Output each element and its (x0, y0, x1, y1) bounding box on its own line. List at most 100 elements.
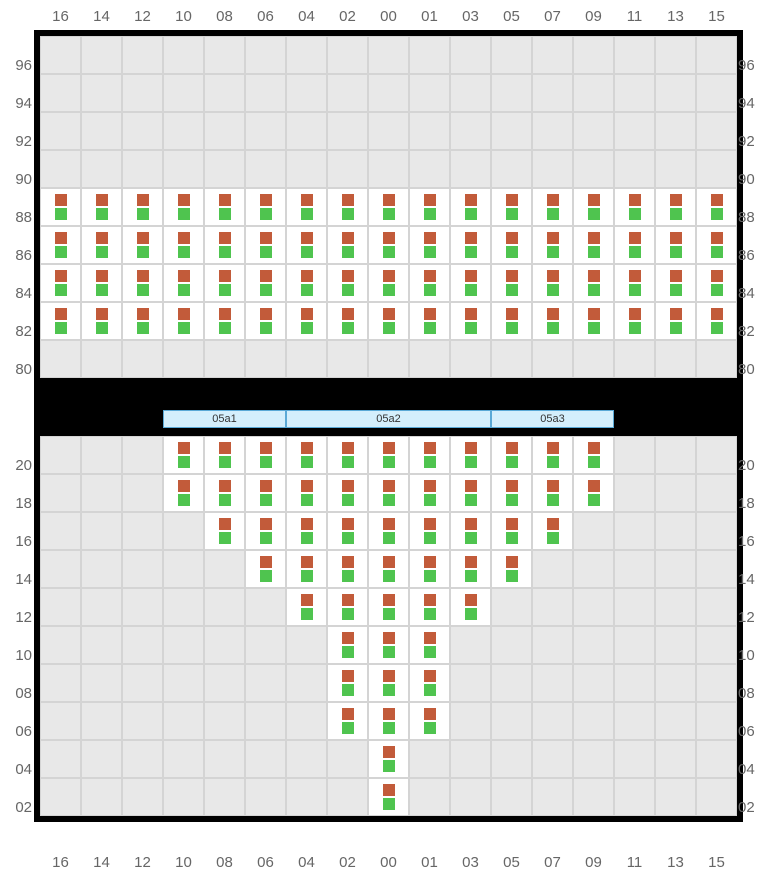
cell-occupied[interactable] (122, 188, 163, 226)
cell-occupied[interactable] (696, 302, 737, 340)
cell-occupied[interactable] (245, 436, 286, 474)
cell-occupied[interactable] (163, 188, 204, 226)
cell-occupied[interactable] (573, 436, 614, 474)
cell-occupied[interactable] (532, 226, 573, 264)
cell-occupied[interactable] (409, 550, 450, 588)
cell-occupied[interactable] (81, 226, 122, 264)
cell-occupied[interactable] (532, 264, 573, 302)
cell-occupied[interactable] (327, 474, 368, 512)
cell-occupied[interactable] (409, 302, 450, 340)
cell-occupied[interactable] (368, 626, 409, 664)
cell-occupied[interactable] (286, 264, 327, 302)
cell-occupied[interactable] (368, 264, 409, 302)
cell-occupied[interactable] (286, 188, 327, 226)
cell-occupied[interactable] (450, 474, 491, 512)
cell-occupied[interactable] (368, 474, 409, 512)
cell-occupied[interactable] (368, 778, 409, 816)
cell-occupied[interactable] (573, 474, 614, 512)
cell-occupied[interactable] (245, 226, 286, 264)
cell-occupied[interactable] (204, 264, 245, 302)
cell-occupied[interactable] (40, 188, 81, 226)
cell-occupied[interactable] (204, 512, 245, 550)
cell-occupied[interactable] (532, 188, 573, 226)
cell-occupied[interactable] (409, 474, 450, 512)
cell-occupied[interactable] (368, 512, 409, 550)
cell-occupied[interactable] (81, 264, 122, 302)
cell-occupied[interactable] (532, 474, 573, 512)
cell-occupied[interactable] (122, 264, 163, 302)
cell-occupied[interactable] (409, 512, 450, 550)
cell-occupied[interactable] (696, 264, 737, 302)
cell-occupied[interactable] (327, 664, 368, 702)
cell-occupied[interactable] (573, 302, 614, 340)
cell-occupied[interactable] (204, 474, 245, 512)
cell-occupied[interactable] (327, 264, 368, 302)
cell-occupied[interactable] (368, 664, 409, 702)
cell-occupied[interactable] (614, 302, 655, 340)
cell-occupied[interactable] (40, 302, 81, 340)
cell-occupied[interactable] (450, 550, 491, 588)
cell-occupied[interactable] (368, 436, 409, 474)
cell-occupied[interactable] (450, 302, 491, 340)
cell-occupied[interactable] (532, 436, 573, 474)
cell-occupied[interactable] (614, 264, 655, 302)
segment[interactable]: 05a2 (286, 410, 491, 428)
cell-occupied[interactable] (163, 436, 204, 474)
cell-occupied[interactable] (286, 436, 327, 474)
cell-occupied[interactable] (245, 302, 286, 340)
cell-occupied[interactable] (368, 702, 409, 740)
cell-occupied[interactable] (204, 302, 245, 340)
cell-occupied[interactable] (491, 188, 532, 226)
cell-occupied[interactable] (368, 226, 409, 264)
cell-occupied[interactable] (450, 264, 491, 302)
cell-occupied[interactable] (245, 188, 286, 226)
cell-occupied[interactable] (450, 188, 491, 226)
cell-occupied[interactable] (491, 302, 532, 340)
cell-occupied[interactable] (327, 188, 368, 226)
segment[interactable]: 05a3 (491, 410, 614, 428)
cell-occupied[interactable] (245, 550, 286, 588)
cell-occupied[interactable] (163, 302, 204, 340)
cell-occupied[interactable] (532, 302, 573, 340)
cell-occupied[interactable] (368, 302, 409, 340)
cell-occupied[interactable] (204, 188, 245, 226)
cell-occupied[interactable] (409, 188, 450, 226)
cell-occupied[interactable] (40, 264, 81, 302)
cell-occupied[interactable] (696, 188, 737, 226)
cell-occupied[interactable] (286, 550, 327, 588)
cell-occupied[interactable] (614, 188, 655, 226)
cell-occupied[interactable] (450, 512, 491, 550)
cell-occupied[interactable] (327, 550, 368, 588)
cell-occupied[interactable] (409, 436, 450, 474)
cell-occupied[interactable] (81, 188, 122, 226)
cell-occupied[interactable] (286, 512, 327, 550)
cell-occupied[interactable] (368, 588, 409, 626)
cell-occupied[interactable] (327, 512, 368, 550)
cell-occupied[interactable] (327, 436, 368, 474)
cell-occupied[interactable] (163, 226, 204, 264)
cell-occupied[interactable] (327, 302, 368, 340)
cell-occupied[interactable] (204, 436, 245, 474)
cell-occupied[interactable] (286, 474, 327, 512)
cell-occupied[interactable] (409, 264, 450, 302)
cell-occupied[interactable] (450, 226, 491, 264)
cell-occupied[interactable] (655, 226, 696, 264)
cell-occupied[interactable] (573, 226, 614, 264)
cell-occupied[interactable] (327, 626, 368, 664)
cell-occupied[interactable] (245, 474, 286, 512)
cell-occupied[interactable] (286, 588, 327, 626)
segment[interactable]: 05a1 (163, 410, 286, 428)
cell-occupied[interactable] (286, 226, 327, 264)
cell-occupied[interactable] (245, 512, 286, 550)
cell-occupied[interactable] (327, 588, 368, 626)
cell-occupied[interactable] (696, 226, 737, 264)
cell-occupied[interactable] (491, 226, 532, 264)
cell-occupied[interactable] (655, 188, 696, 226)
cell-occupied[interactable] (163, 264, 204, 302)
cell-occupied[interactable] (81, 302, 122, 340)
cell-occupied[interactable] (491, 474, 532, 512)
cell-occupied[interactable] (368, 550, 409, 588)
cell-occupied[interactable] (163, 474, 204, 512)
cell-occupied[interactable] (409, 702, 450, 740)
cell-occupied[interactable] (122, 226, 163, 264)
